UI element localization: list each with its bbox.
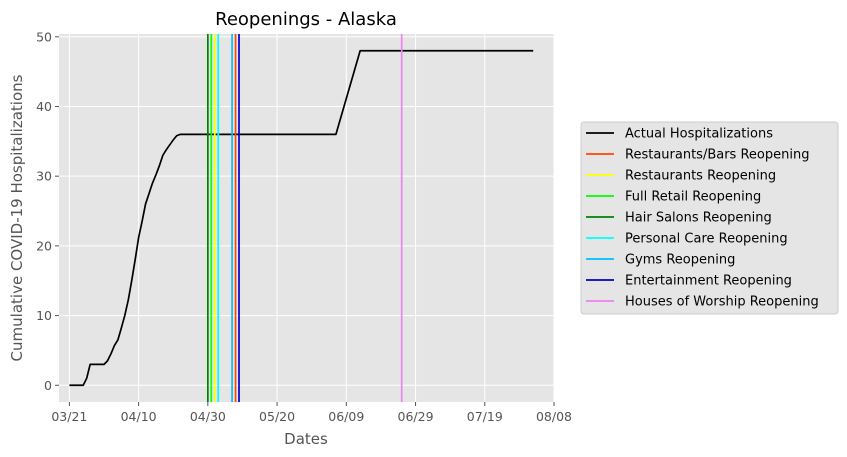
x-tick-label: 08/08 [536, 409, 572, 424]
legend-label: Restaurants/Bars Reopening [625, 148, 809, 163]
legend-label: Houses of Worship Reopening [625, 295, 819, 310]
legend-label: Hair Salons Reopening [625, 211, 772, 226]
series-line-actual-hospitalizations [69, 49, 534, 387]
x-tick-label: 03/21 [51, 409, 87, 424]
plot-background [59, 34, 554, 402]
legend-label: Actual Hospitalizations [625, 127, 773, 142]
legend-label: Full Retail Reopening [625, 190, 761, 205]
grid [59, 34, 555, 402]
x-tick-label: 05/20 [259, 409, 295, 424]
legend-frame [580, 121, 839, 315]
legend-label: Restaurants Reopening [625, 169, 776, 184]
x-tick-label: 06/09 [328, 409, 364, 424]
y-tick-label: 40 [36, 99, 52, 114]
x-tick-label: 04/10 [121, 409, 157, 424]
y-tick-label: 20 [36, 238, 52, 253]
reopening-lines [206, 34, 403, 402]
x-axis-title: Dates [284, 430, 328, 448]
legend: Actual Hospitalizations Restaurants/Bars … [580, 121, 839, 315]
y-tick-label: 30 [36, 169, 52, 184]
x-tick-label: 07/19 [467, 409, 503, 424]
y-axis-title: Cumulative COVID-19 Hospitalizations [8, 74, 26, 361]
legend-label: Gyms Reopening [625, 253, 735, 268]
legend-label: Personal Care Reopening [625, 232, 788, 247]
ticks: 0 10 20 30 40 50 03/21 04/10 04/30 05/20 06/09 06/2… [36, 29, 572, 424]
legend-label: Entertainment Reopening [625, 274, 792, 289]
y-tick-label: 50 [36, 29, 52, 44]
y-tick-label: 0 [44, 378, 52, 393]
y-tick-label: 10 [36, 308, 52, 323]
chart-title: Reopenings - Alaska [215, 9, 397, 30]
x-tick-label: 06/29 [398, 409, 434, 424]
x-tick-label: 04/30 [190, 409, 226, 424]
series-layer [69, 49, 534, 387]
